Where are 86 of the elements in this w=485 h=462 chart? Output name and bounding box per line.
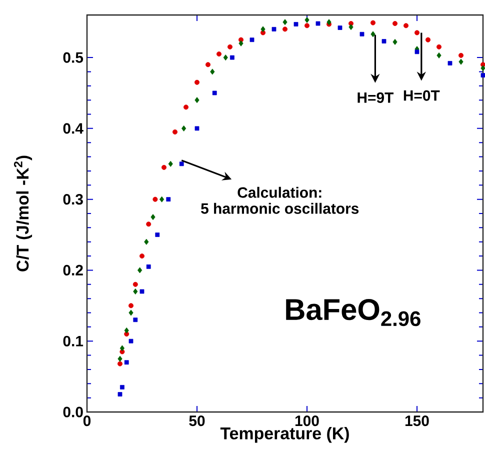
x-tick-label: 100 (295, 416, 319, 426)
point (206, 62, 210, 68)
point (140, 254, 144, 259)
point (338, 26, 342, 30)
x-tick-label: 0 (83, 416, 91, 426)
point (182, 125, 186, 132)
point (212, 90, 217, 96)
y-tick-label: 0.1 (63, 336, 84, 346)
point (326, 19, 332, 26)
point (316, 21, 320, 26)
point (124, 327, 129, 334)
point (392, 38, 398, 45)
point (152, 196, 158, 202)
point (144, 238, 149, 245)
y-axis-title: C/T (J/mol -K$^{2}$) (14, 156, 32, 272)
point (128, 310, 134, 316)
point (436, 44, 442, 50)
annotation: H=0T (404, 90, 440, 101)
point (118, 356, 122, 362)
point (128, 303, 134, 308)
point (404, 23, 408, 28)
point (250, 38, 254, 42)
point (155, 232, 160, 237)
point (230, 55, 234, 60)
point (458, 52, 464, 58)
point (132, 282, 138, 287)
point (168, 160, 173, 167)
point (140, 289, 144, 294)
point (458, 58, 464, 65)
annotation: Calculation: (238, 186, 322, 198)
y-tick-label: 0.5 (63, 52, 84, 63)
point (360, 32, 364, 36)
point (228, 44, 232, 50)
point (194, 126, 200, 131)
point (120, 384, 124, 390)
y-tick-label: 0.4 (63, 123, 84, 134)
point (133, 288, 138, 294)
point (282, 19, 288, 26)
point (448, 61, 452, 66)
point (370, 20, 376, 26)
annotation: 5 harmonic oscillators (201, 202, 359, 214)
point (146, 222, 152, 227)
y-tick-label: 0.2 (63, 264, 83, 276)
point (124, 360, 129, 365)
point (426, 37, 430, 42)
point (120, 345, 124, 352)
point (216, 51, 222, 56)
point (414, 30, 420, 36)
point (128, 338, 134, 344)
point (133, 318, 138, 322)
annotation: BaFeO$_{2.96}$ (286, 298, 420, 326)
point (172, 129, 178, 134)
point (272, 26, 276, 32)
point (138, 267, 142, 274)
point (392, 21, 398, 26)
x-tick-label: 150 (405, 416, 429, 426)
y-tick-label: 0.0 (63, 406, 83, 418)
x-tick-label: 50 (189, 416, 205, 426)
annotation: H=9T (358, 92, 394, 103)
point (294, 22, 298, 26)
point (304, 16, 310, 23)
x-axis-title: Temperature (K) (220, 426, 349, 443)
point (223, 54, 228, 61)
point (260, 26, 266, 32)
point (480, 73, 485, 78)
point (150, 214, 156, 220)
point (194, 97, 200, 104)
y-tick-label: 0.3 (63, 194, 83, 205)
point (414, 50, 420, 54)
point (184, 104, 188, 110)
point (118, 361, 122, 366)
point (179, 162, 184, 166)
point (160, 196, 164, 202)
point (166, 197, 171, 202)
point (162, 164, 166, 170)
point (118, 392, 122, 396)
point (210, 68, 215, 75)
point (382, 39, 386, 44)
point (304, 23, 310, 28)
point (238, 40, 244, 46)
point (348, 24, 354, 30)
point (194, 80, 200, 85)
point (370, 31, 376, 38)
point (436, 52, 442, 58)
point (146, 264, 151, 269)
point (282, 26, 288, 32)
